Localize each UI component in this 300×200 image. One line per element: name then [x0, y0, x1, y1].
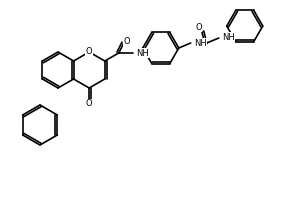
Text: NH: NH [194, 38, 206, 47]
Text: NH: NH [136, 48, 148, 58]
Text: O: O [196, 22, 202, 31]
Text: O: O [86, 99, 92, 108]
Text: NH: NH [222, 32, 235, 42]
Text: O: O [86, 46, 92, 55]
Text: O: O [124, 36, 130, 46]
